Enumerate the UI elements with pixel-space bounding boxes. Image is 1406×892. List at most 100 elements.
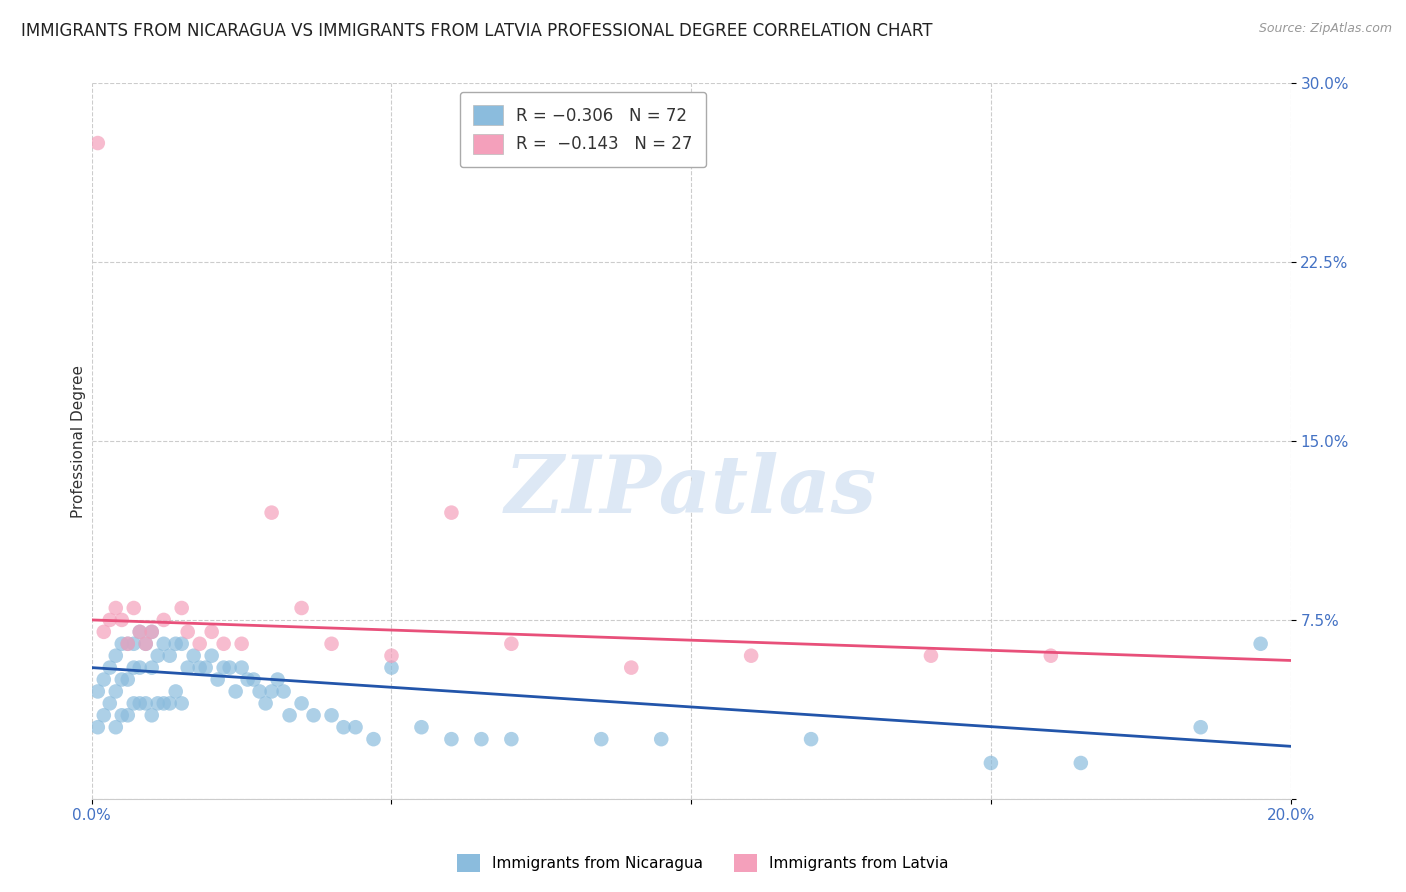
Point <box>159 648 181 663</box>
Point <box>194 660 217 674</box>
Point <box>183 648 205 663</box>
Point <box>266 673 288 687</box>
Point <box>87 136 110 150</box>
Point <box>135 637 157 651</box>
Point <box>152 637 174 651</box>
Point <box>128 697 150 711</box>
Point <box>290 697 312 711</box>
Point <box>273 684 295 698</box>
Point <box>411 720 433 734</box>
Point <box>128 624 150 639</box>
Point <box>470 732 492 747</box>
Point <box>128 660 150 674</box>
Point <box>165 684 187 698</box>
Point <box>321 708 343 723</box>
Point <box>231 660 253 674</box>
Point <box>212 637 235 651</box>
Point <box>380 660 402 674</box>
Point <box>135 637 157 651</box>
Point <box>146 697 169 711</box>
Point <box>332 720 354 734</box>
Point <box>111 708 134 723</box>
Point <box>122 637 145 651</box>
Point <box>321 637 343 651</box>
Point <box>93 624 115 639</box>
Point <box>117 708 139 723</box>
Point <box>302 708 325 723</box>
Point <box>141 660 163 674</box>
Point <box>188 660 211 674</box>
Point <box>146 648 169 663</box>
Point <box>176 660 198 674</box>
Point <box>111 673 134 687</box>
Point <box>201 624 224 639</box>
Point <box>1039 648 1062 663</box>
Point <box>501 637 523 651</box>
Point <box>117 673 139 687</box>
Point <box>122 697 145 711</box>
Point <box>170 697 193 711</box>
Point <box>111 613 134 627</box>
Point <box>188 637 211 651</box>
Text: ZIPatlas: ZIPatlas <box>505 452 877 530</box>
Point <box>104 648 127 663</box>
Point <box>363 732 385 747</box>
Point <box>141 624 163 639</box>
Point <box>98 613 121 627</box>
Point <box>152 697 174 711</box>
Point <box>104 601 127 615</box>
Point <box>104 684 127 698</box>
Text: Source: ZipAtlas.com: Source: ZipAtlas.com <box>1258 22 1392 36</box>
Point <box>122 660 145 674</box>
Point <box>380 648 402 663</box>
Point <box>249 684 271 698</box>
Legend: Immigrants from Nicaragua, Immigrants from Latvia: Immigrants from Nicaragua, Immigrants fr… <box>450 846 956 880</box>
Point <box>344 720 367 734</box>
Legend: R = −0.306   N = 72, R =  −0.143   N = 27: R = −0.306 N = 72, R = −0.143 N = 27 <box>460 92 706 168</box>
Point <box>87 684 110 698</box>
Point <box>87 720 110 734</box>
Point <box>260 506 283 520</box>
Point <box>128 624 150 639</box>
Point <box>98 660 121 674</box>
Point <box>141 624 163 639</box>
Point <box>141 708 163 723</box>
Point <box>254 697 277 711</box>
Point <box>93 673 115 687</box>
Point <box>201 648 224 663</box>
Point <box>117 637 139 651</box>
Point <box>236 673 259 687</box>
Text: IMMIGRANTS FROM NICARAGUA VS IMMIGRANTS FROM LATVIA PROFESSIONAL DEGREE CORRELAT: IMMIGRANTS FROM NICARAGUA VS IMMIGRANTS … <box>21 22 932 40</box>
Point <box>104 720 127 734</box>
Point <box>440 732 463 747</box>
Point <box>225 684 247 698</box>
Point <box>176 624 198 639</box>
Point <box>740 648 762 663</box>
Point <box>93 708 115 723</box>
Point <box>135 697 157 711</box>
Point <box>1189 720 1212 734</box>
Point <box>218 660 240 674</box>
Point <box>980 756 1002 770</box>
Point <box>212 660 235 674</box>
Point <box>170 637 193 651</box>
Point <box>231 637 253 651</box>
Point <box>159 697 181 711</box>
Point <box>501 732 523 747</box>
Point <box>165 637 187 651</box>
Point <box>440 506 463 520</box>
Point <box>1070 756 1092 770</box>
Point <box>111 637 134 651</box>
Point <box>591 732 613 747</box>
Point <box>122 601 145 615</box>
Point <box>650 732 672 747</box>
Point <box>152 613 174 627</box>
Point <box>117 637 139 651</box>
Y-axis label: Professional Degree: Professional Degree <box>72 365 86 517</box>
Point <box>98 697 121 711</box>
Point <box>920 648 942 663</box>
Point <box>290 601 312 615</box>
Point <box>242 673 264 687</box>
Point <box>170 601 193 615</box>
Point <box>1250 637 1272 651</box>
